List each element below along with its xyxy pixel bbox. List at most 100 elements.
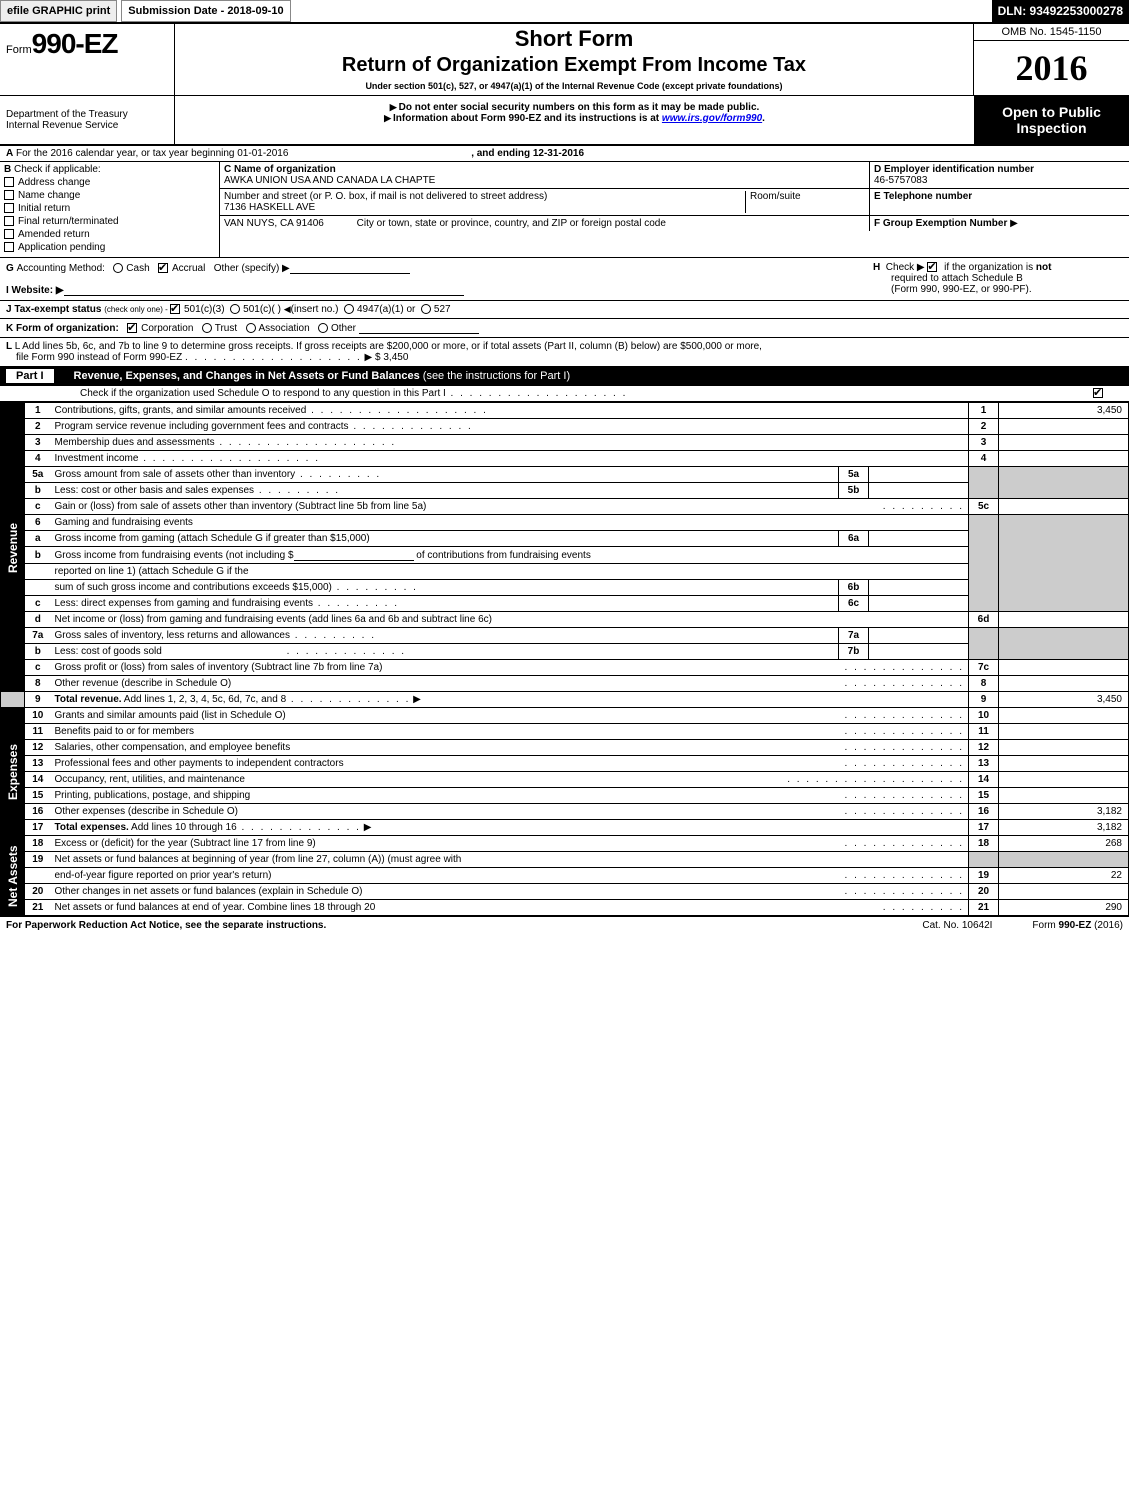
line-desc: Net assets or fund balances at end of ye… (55, 902, 376, 913)
radio-association[interactable] (246, 323, 256, 333)
subbox-label: 7b (839, 644, 869, 660)
c-street-label: Number and street (or P. O. box, if mail… (224, 191, 547, 202)
g-other: Other (specify) ▶ (214, 263, 290, 274)
radio-4947[interactable] (344, 304, 354, 314)
line-value (999, 788, 1129, 804)
header-instructions: Do not enter social security numbers on … (175, 96, 974, 144)
c-city-label: City or town, state or province, country… (357, 218, 666, 229)
subbox-value (869, 531, 969, 547)
checkbox-501c3[interactable] (170, 304, 180, 314)
line-value: 22 (999, 868, 1129, 884)
dln-label: DLN: 93492253000278 (992, 0, 1129, 22)
subbox-value (869, 483, 969, 499)
efile-print-button[interactable]: efile GRAPHIC print (0, 0, 117, 22)
radio-trust[interactable] (202, 323, 212, 333)
dept-line2: Internal Revenue Service (6, 120, 168, 131)
line-desc: sum of such gross income and contributio… (55, 582, 332, 593)
sidelabel-revenue: Revenue (1, 403, 25, 692)
website-input[interactable] (64, 284, 464, 296)
line-numcol: 9 (969, 692, 999, 708)
b-item: Application pending (18, 242, 105, 253)
subbox-value (869, 580, 969, 596)
line-value (999, 435, 1129, 451)
line-value (999, 676, 1129, 692)
subbox-value (869, 596, 969, 612)
under-section-text: Under section 501(c), 527, or 4947(a)(1)… (181, 81, 967, 91)
checkbox-h[interactable] (927, 262, 937, 272)
line-value: 268 (999, 836, 1129, 852)
subbox-value (869, 628, 969, 644)
line-desc: Gross income from gaming (attach Schedul… (55, 533, 370, 544)
short-form-title: Short Form (181, 26, 967, 52)
checkbox-address-change[interactable] (4, 177, 14, 187)
c-room-label: Room/suite (750, 191, 801, 202)
form-number: 990-EZ (32, 28, 118, 59)
line-value (999, 708, 1129, 724)
fundraising-amount-input[interactable] (294, 549, 414, 561)
section-h: H Check ▶ if the organization is not req… (863, 262, 1123, 296)
line-numcol: 1 (969, 403, 999, 419)
j-501c: 501(c)( ) (243, 304, 281, 315)
line-desc: Salaries, other compensation, and employ… (55, 742, 291, 753)
j-4947: 4947(a)(1) or (357, 304, 415, 315)
line-numcol: 12 (969, 740, 999, 756)
part1-check-text: Check if the organization used Schedule … (80, 388, 446, 399)
subbox-label: 5a (839, 467, 869, 483)
radio-501c[interactable] (230, 304, 240, 314)
dept-treasury: Department of the Treasury Internal Reve… (0, 96, 175, 144)
line-desc: Contributions, gifts, grants, and simila… (51, 403, 969, 419)
line-desc: Grants and similar amounts paid (list in… (55, 710, 286, 721)
radio-527[interactable] (421, 304, 431, 314)
checkbox-corporation[interactable] (127, 323, 137, 333)
line-desc: Program service revenue including govern… (55, 421, 349, 432)
b-item: Name change (18, 190, 80, 201)
header-left: Form990-EZ (0, 24, 175, 95)
line-desc: Investment income (55, 453, 139, 464)
line-numcol: 8 (969, 676, 999, 692)
checkbox-name-change[interactable] (4, 190, 14, 200)
l-text1: L Add lines 5b, 6c, and 7b to line 9 to … (15, 341, 762, 352)
line-desc: Gross profit or (loss) from sales of inv… (55, 662, 383, 673)
b-item: Amended return (18, 229, 90, 240)
line-desc: Less: cost or other basis and sales expe… (55, 485, 255, 496)
line-value (999, 612, 1129, 628)
line-value (999, 451, 1129, 467)
irs-link[interactable]: www.irs.gov/form990 (662, 113, 762, 124)
checkbox-schedule-o[interactable] (1093, 388, 1103, 398)
d-label: D Employer identification number (874, 164, 1034, 175)
checkbox-initial-return[interactable] (4, 203, 14, 213)
line-desc: Total revenue. (55, 694, 122, 705)
checkbox-amended-return[interactable] (4, 229, 14, 239)
line-value: 290 (999, 900, 1129, 916)
part1-label: Part I (6, 369, 54, 383)
radio-accrual[interactable] (158, 263, 168, 273)
radio-other[interactable] (318, 323, 328, 333)
org-city: VAN NUYS, CA 91406 (224, 218, 324, 229)
h-text1: Check ▶ (886, 262, 925, 273)
b-item: Initial return (18, 203, 70, 214)
org-street: 7136 HASKELL AVE (224, 202, 315, 213)
k-other-input[interactable] (359, 322, 479, 334)
part1-title: Revenue, Expenses, and Changes in Net As… (74, 370, 420, 382)
subbox-label: 7a (839, 628, 869, 644)
k-item: Corporation (141, 323, 193, 334)
footer-right: Form 990-EZ (2016) (1032, 920, 1123, 931)
line-value (999, 740, 1129, 756)
line-value: 3,182 (999, 804, 1129, 820)
subbox-label: 6c (839, 596, 869, 612)
checkbox-application-pending[interactable] (4, 242, 14, 252)
line-numcol: 4 (969, 451, 999, 467)
checkbox-final-return[interactable] (4, 216, 14, 226)
header-center: Short Form Return of Organization Exempt… (175, 24, 974, 95)
line-desc: Gross sales of inventory, less returns a… (55, 630, 290, 641)
i-label: I Website: ▶ (6, 285, 64, 296)
j-501c3: 501(c)(3) (184, 304, 225, 315)
h-not: not (1036, 262, 1052, 273)
line-numcol: 19 (969, 868, 999, 884)
line-desc: Gaming and fundraising events (55, 517, 193, 528)
radio-cash[interactable] (113, 263, 123, 273)
line-value (999, 724, 1129, 740)
g-other-input[interactable] (290, 262, 410, 274)
line-desc: Total expenses. (55, 822, 129, 833)
form-header-row2: Department of the Treasury Internal Reve… (0, 95, 1129, 146)
